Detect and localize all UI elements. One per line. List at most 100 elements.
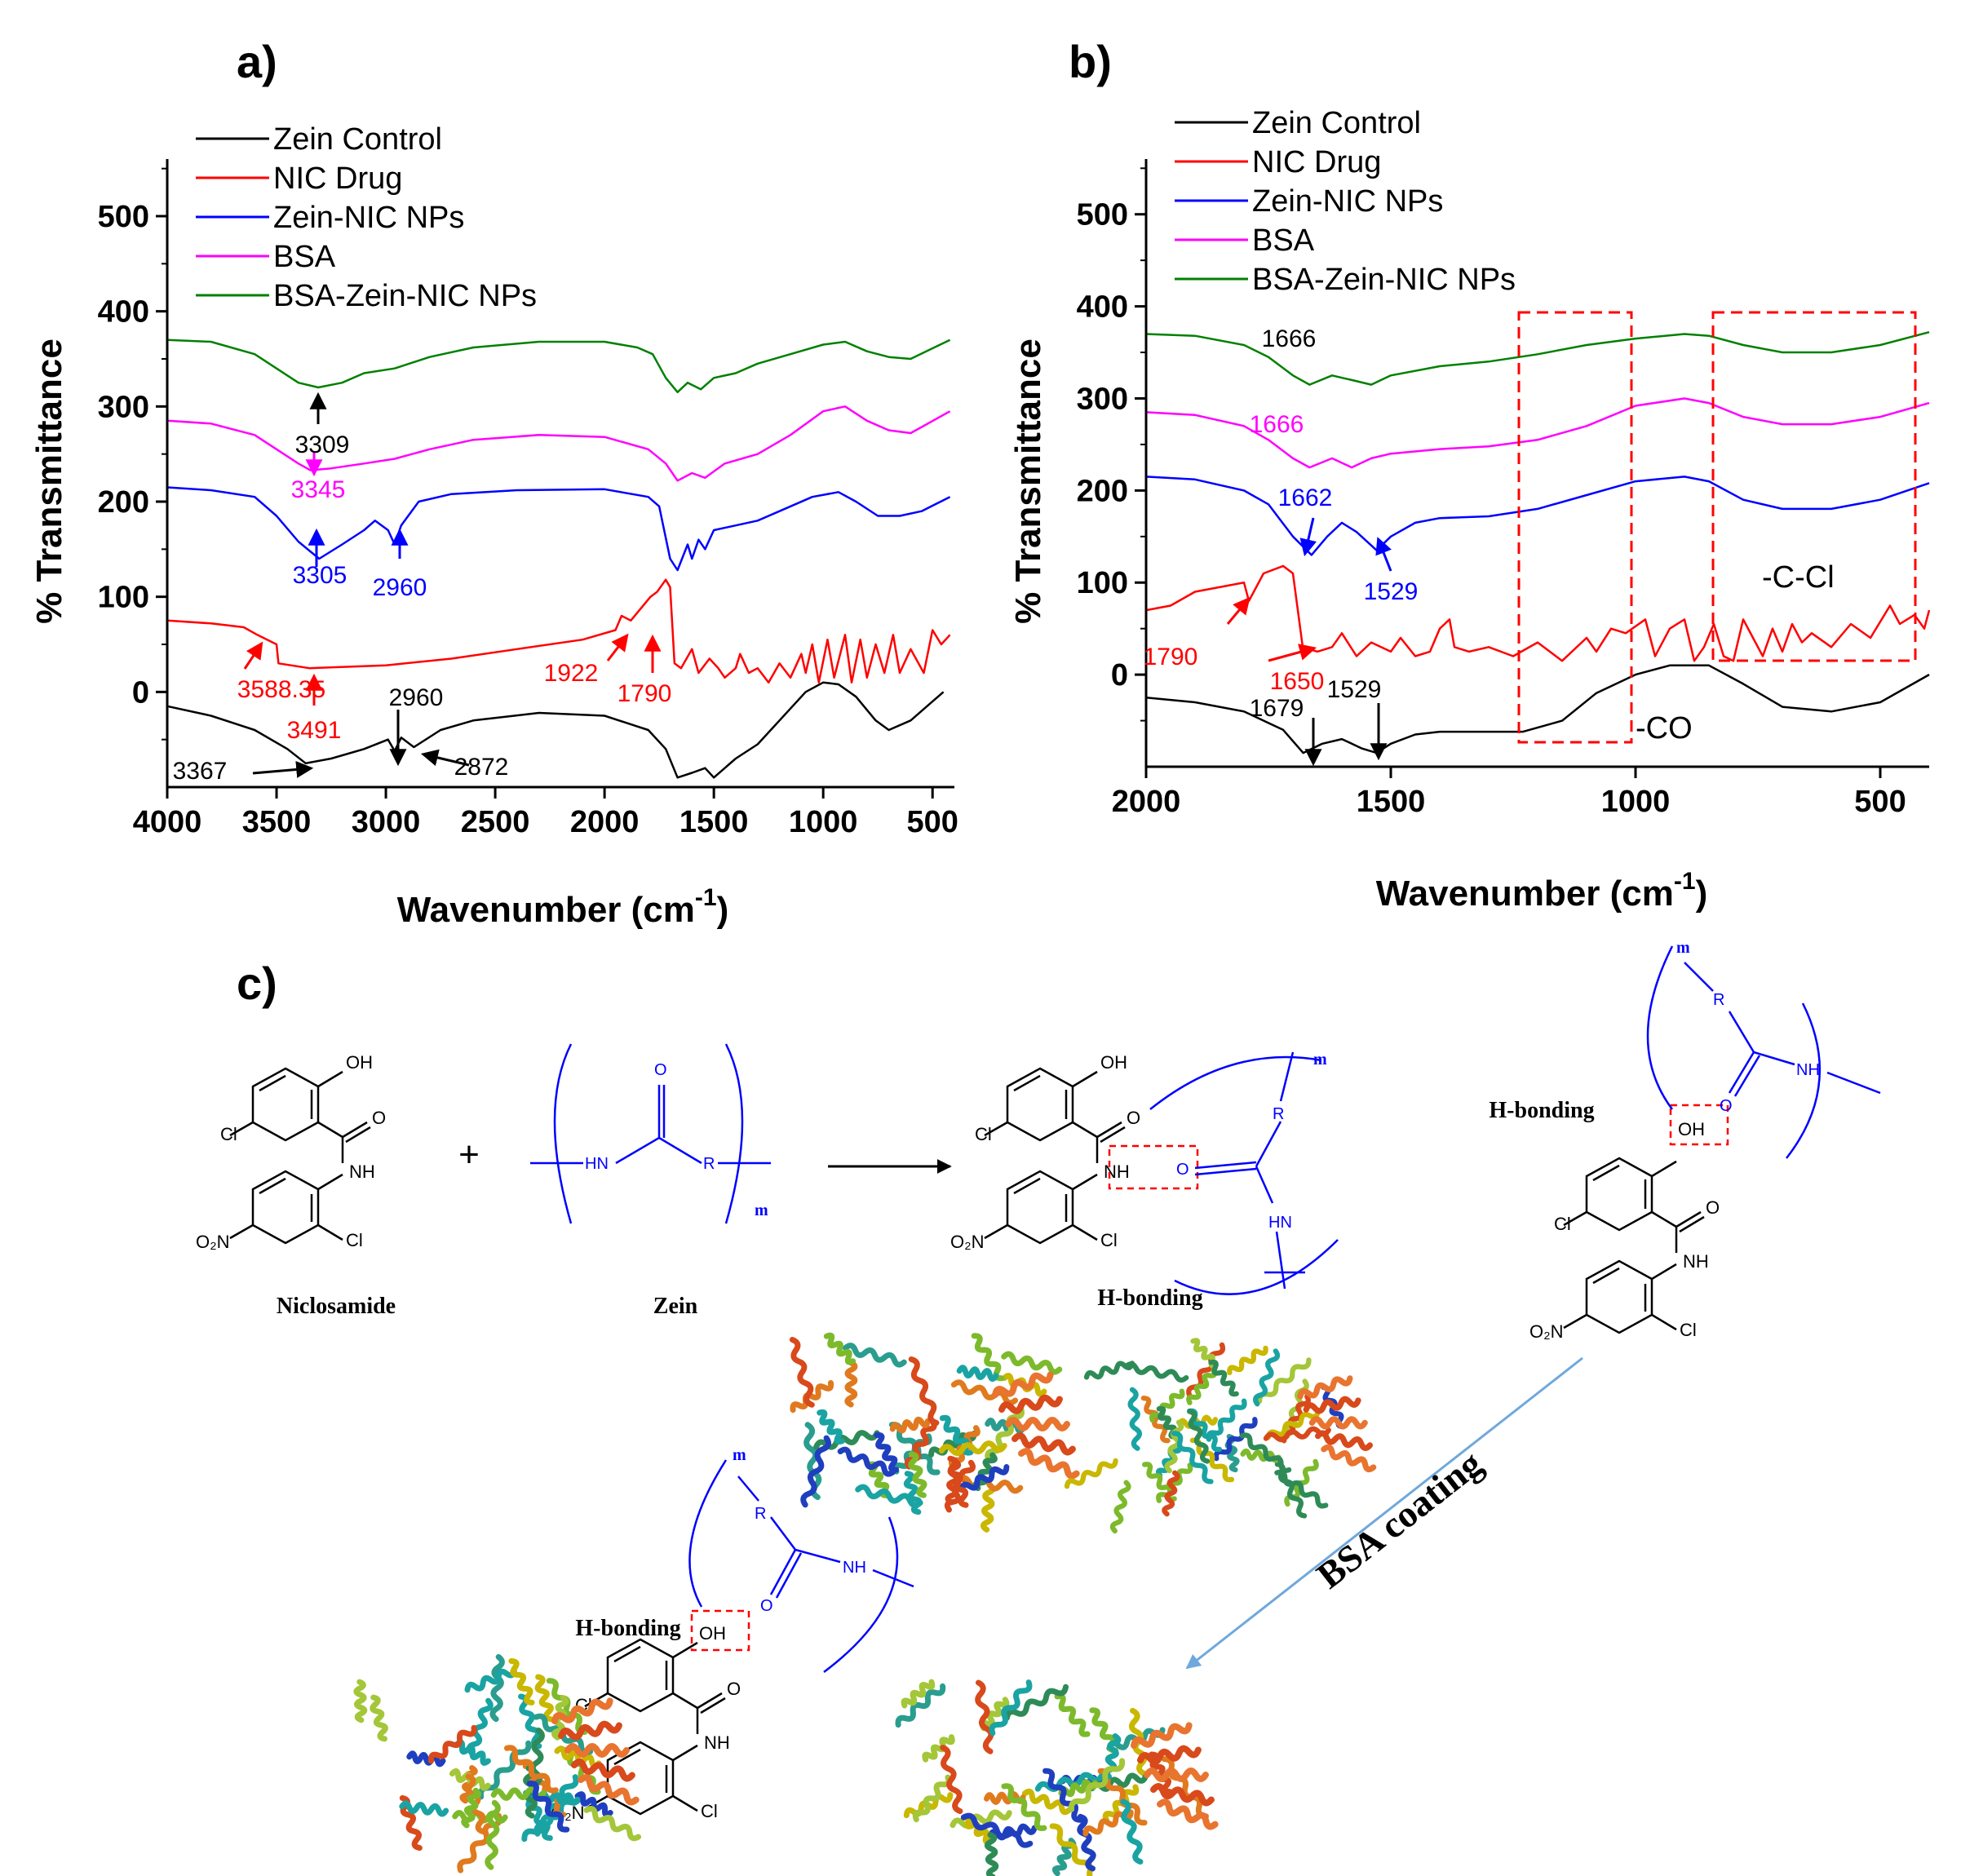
legend-label: Zein-NIC NPs (273, 201, 464, 235)
bsa-protein-illustrations (353, 1332, 1377, 1876)
annotation-label: 3305 (293, 562, 347, 589)
p2-atom-cl: Cl (1554, 1214, 1571, 1234)
hbond-label-1: H-bonding (1097, 1285, 1202, 1311)
bond (1728, 1011, 1755, 1053)
series-line-1 (1145, 664, 1930, 754)
series-line-3 (166, 486, 951, 572)
hbond-label-3: H-bonding (575, 1616, 680, 1641)
niclosamide-structure (229, 1067, 371, 1245)
chart-panel-a: a) Zein Control NIC Drug Zein-NIC NPs BSA BS… (29, 36, 958, 930)
p1-atom-oh: OH (1100, 1052, 1127, 1073)
y-tick-label: 300 (98, 390, 149, 424)
helix (534, 1674, 554, 1723)
p1-atom-no2: O₂N (950, 1232, 985, 1252)
helix-tail (571, 1759, 635, 1782)
legend-a: Zein Control NIC Drug Zein-NIC NPs BSA BSA-Z… (196, 122, 537, 313)
x-tick-label: 4000 (133, 805, 202, 839)
helix (940, 1745, 963, 1814)
axes-b: 0 100 200 300 400 500 2000 1500 1000 500 (1077, 159, 1929, 819)
x-tick-label: 500 (1854, 785, 1906, 819)
annotation-label: 1679 (1250, 695, 1304, 722)
helix (574, 1791, 613, 1818)
helix (823, 1332, 857, 1365)
helix (583, 1806, 642, 1842)
x-tick-label: 500 (906, 805, 958, 839)
helix (1127, 1387, 1143, 1451)
helix (1123, 1361, 1189, 1383)
helix (1156, 1443, 1182, 1478)
helix (908, 1356, 940, 1426)
legend-label: BSA (1252, 223, 1315, 258)
series-line-5 (166, 338, 951, 394)
y-tick-label: 400 (98, 295, 149, 330)
zein-bond (615, 1136, 660, 1165)
ring-lower (251, 1170, 320, 1245)
p2-zein-nh: NH (1796, 1061, 1820, 1079)
helix (908, 1451, 927, 1498)
reaction-scheme: c) OH O NH Cl Cl O₂N Niclosam (196, 939, 1881, 1876)
helix (1208, 1359, 1239, 1397)
helix-tail (1150, 1783, 1215, 1807)
p2-atom-o: O (1706, 1197, 1720, 1218)
p1-zein-m: m (1313, 1051, 1327, 1069)
bond-cl (229, 1121, 254, 1137)
helix-tail (1157, 1799, 1219, 1830)
annotation-label: 1666 (1262, 325, 1317, 352)
x-tick-label: 1000 (1601, 785, 1671, 819)
bond (1279, 1051, 1295, 1102)
helix (817, 1409, 845, 1445)
helix (1206, 1398, 1247, 1442)
helix (844, 1360, 858, 1408)
annotation-arrow (252, 760, 314, 778)
annotation-label: 2872 (454, 754, 509, 781)
bracket (823, 1516, 899, 1673)
annotation-label: -C-Cl (1762, 560, 1835, 595)
niclosamide-structure-right (1562, 1157, 1706, 1334)
x-tick-label: 1500 (1357, 785, 1426, 819)
helix (1042, 1768, 1084, 1823)
helix (1263, 1426, 1331, 1443)
helix (489, 1653, 505, 1723)
niclosamide-structure-product (983, 1067, 1127, 1245)
p2-zein-m: m (1676, 939, 1690, 957)
helix-tail (1144, 1768, 1209, 1782)
helix (895, 1683, 946, 1728)
bond-carbonyl-c (317, 1121, 343, 1139)
helix (466, 1697, 494, 1756)
legend-label: BSA-Zein-NIC NPs (273, 279, 537, 313)
annotation-arrow (1268, 644, 1317, 662)
helix (922, 1734, 955, 1763)
bond-oh (317, 1070, 343, 1088)
y-tick-label: 0 (132, 675, 149, 710)
p2-zein-o: O (1720, 1097, 1733, 1115)
x-tick-label: 2000 (570, 805, 640, 839)
helix (975, 1679, 994, 1754)
bond (1194, 1161, 1257, 1170)
helix (959, 1464, 1010, 1493)
bsa-protein-icon (789, 1332, 1080, 1533)
panel-label-c: c) (237, 958, 277, 1009)
bond-co (342, 1121, 368, 1139)
annotation-label: 2960 (373, 574, 427, 601)
helix (985, 1405, 1025, 1463)
helix (1187, 1409, 1211, 1464)
x-tick-label: 2500 (461, 805, 530, 839)
helix (989, 1679, 1033, 1737)
p3-zein-nh: NH (843, 1559, 866, 1577)
helix-tail (1315, 1430, 1374, 1451)
helix (464, 1667, 517, 1693)
bsa-coating-label: BSA coating (1309, 1442, 1490, 1596)
helix (1227, 1345, 1268, 1375)
bracket (1149, 1055, 1322, 1110)
annotation-arrow (1226, 596, 1251, 625)
series-line-1 (166, 681, 945, 779)
zein-bracket-right (724, 1043, 744, 1224)
p3-atom-oh: OH (699, 1623, 726, 1644)
helix (874, 1431, 900, 1473)
helix (837, 1446, 896, 1477)
helix (1171, 1431, 1214, 1484)
zein-unit-product3 (688, 1459, 914, 1673)
helix (980, 1482, 996, 1533)
